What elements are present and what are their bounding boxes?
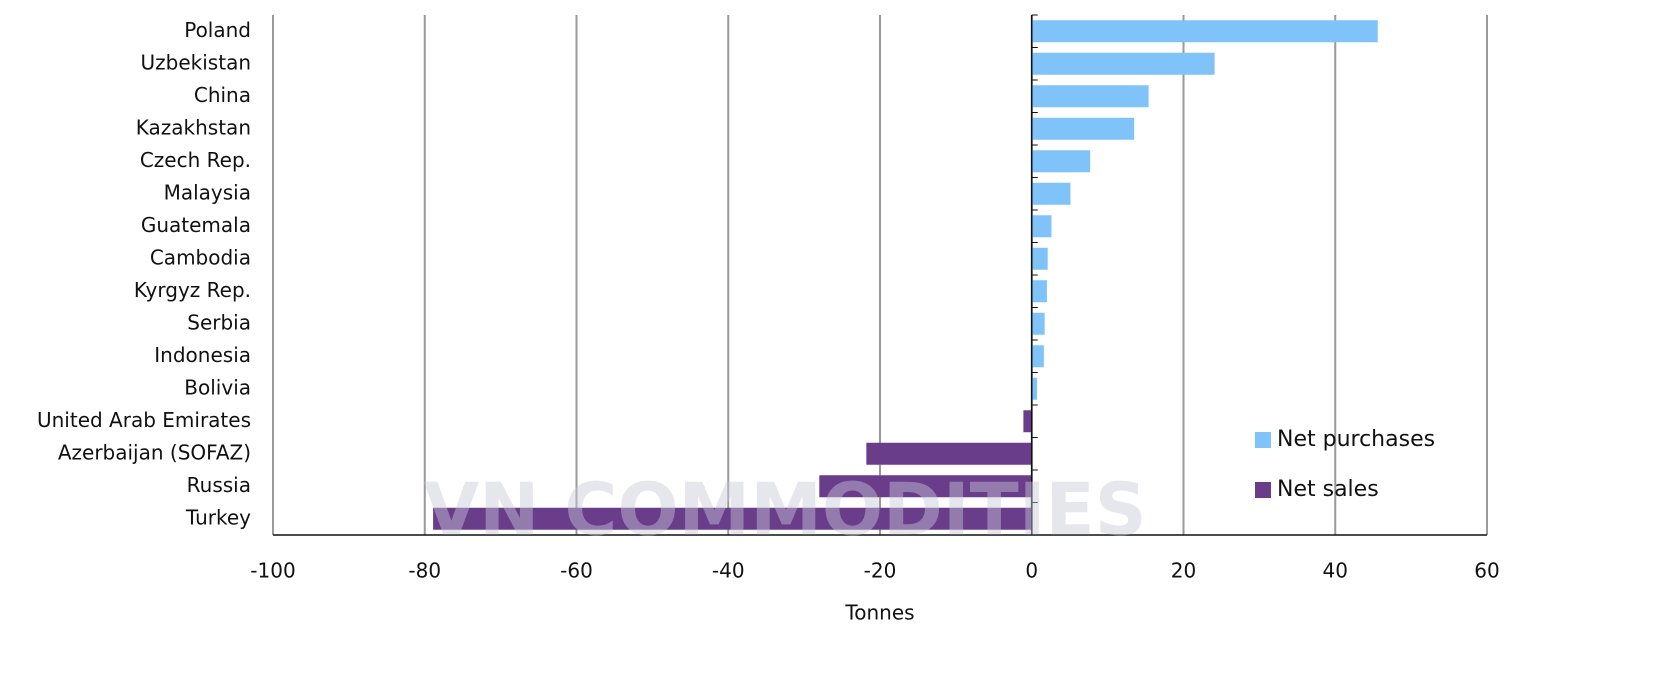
legend-swatch [1255, 482, 1271, 498]
y-tick-label: Russia [187, 473, 251, 497]
x-tick-label: -20 [864, 559, 897, 583]
x-tick-label: -40 [712, 559, 745, 583]
bar [1031, 312, 1045, 335]
y-tick-label: Guatemala [141, 213, 251, 237]
x-axis-title: Tonnes [844, 601, 914, 625]
bar [1031, 150, 1091, 173]
legend-label: Net purchases [1277, 427, 1435, 452]
y-tick-label: Serbia [187, 310, 251, 334]
bar [1031, 182, 1071, 205]
y-tick-label: Kyrgyz Rep. [134, 278, 251, 302]
legend-label: Net sales [1277, 477, 1379, 502]
bar [866, 442, 1032, 465]
y-tick-label: Turkey [185, 505, 251, 529]
bar [1031, 52, 1215, 75]
y-tick-label: Uzbekistan [141, 50, 251, 74]
y-tick-label: Cambodia [150, 245, 251, 269]
bar [1031, 85, 1149, 108]
y-tick-label: Malaysia [164, 180, 251, 204]
bar [1031, 247, 1048, 270]
x-tick-label: 20 [1171, 559, 1196, 583]
bar [1023, 410, 1032, 433]
y-tick-label: China [194, 83, 251, 107]
y-tick-label: Czech Rep. [140, 148, 251, 172]
y-tick-label: Azerbaijan (SOFAZ) [58, 440, 251, 464]
bar [1031, 345, 1044, 368]
bar [1031, 280, 1047, 303]
bar [819, 475, 1032, 498]
legend-swatch [1255, 432, 1271, 448]
y-tick-label: Kazakhstan [136, 115, 251, 139]
x-tick-label: 40 [1323, 559, 1348, 583]
y-tick-label: United Arab Emirates [37, 408, 251, 432]
watermark: VN COMMODITIES [423, 468, 1146, 552]
bar [1031, 117, 1135, 140]
bar [433, 507, 1032, 530]
y-tick-label: Indonesia [154, 343, 251, 367]
bar [1031, 215, 1052, 238]
x-tick-label: -80 [408, 559, 441, 583]
x-tick-label: -60 [560, 559, 593, 583]
bar [1031, 377, 1038, 400]
y-tick-label: Poland [184, 18, 251, 42]
y-tick-label: Bolivia [184, 375, 251, 399]
bar [1031, 20, 1378, 43]
x-tick-label: 60 [1474, 559, 1499, 583]
x-tick-label: -100 [250, 559, 295, 583]
x-tick-label: 0 [1025, 559, 1038, 583]
